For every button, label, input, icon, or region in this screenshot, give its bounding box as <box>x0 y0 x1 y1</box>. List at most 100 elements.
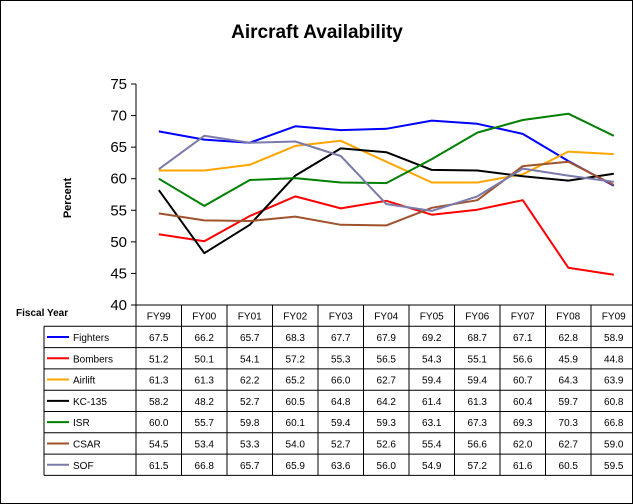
data-label: 64.3 <box>559 376 579 387</box>
data-label: 62.8 <box>559 333 579 344</box>
x-tick-label: FY03 <box>329 312 353 323</box>
legend-label: Fighters <box>73 333 109 344</box>
x-tick-label: FY00 <box>192 312 216 323</box>
data-label: 56.5 <box>377 354 397 365</box>
data-label: 65.7 <box>240 333 260 344</box>
y-tick-label: 60 <box>110 171 127 188</box>
data-label: 62.2 <box>240 376 260 387</box>
series-line-fighters <box>158 119 615 187</box>
data-label: 61.3 <box>195 376 215 387</box>
data-label: 50.1 <box>195 354 215 365</box>
x-tick-label: FY05 <box>420 312 444 323</box>
legend-label: SOF <box>73 461 94 472</box>
data-label: 48.2 <box>195 397 215 408</box>
y-axis-label: Percent <box>62 177 74 218</box>
data-label: 55.1 <box>468 354 488 365</box>
y-tick-label: 55 <box>110 202 127 219</box>
legend-label: CSAR <box>73 439 101 450</box>
data-label: 69.3 <box>513 418 533 429</box>
data-label: 62.0 <box>513 439 533 450</box>
data-label: 67.9 <box>377 333 397 344</box>
legend-label: ISR <box>73 418 90 429</box>
data-label: 56.0 <box>377 461 397 472</box>
data-label: 60.0 <box>149 418 169 429</box>
data-label: 60.5 <box>286 397 306 408</box>
data-label: 54.3 <box>422 354 442 365</box>
data-label: 59.5 <box>604 461 624 472</box>
data-label: 63.9 <box>604 376 624 387</box>
series-line-kc-135 <box>157 147 614 255</box>
x-tick-label: FY09 <box>602 312 626 323</box>
legend-label: Bombers <box>73 354 113 365</box>
data-label: 55.3 <box>331 354 351 365</box>
data-label: 69.2 <box>422 333 442 344</box>
data-table: FY99 FY00 FY01 FY02 FY03 FY04 FY05 FY06 FY07 FY08… <box>43 304 633 476</box>
data-label: 59.0 <box>604 439 624 450</box>
data-label: 60.7 <box>513 376 533 387</box>
y-tick-label: 65 <box>110 139 127 156</box>
data-label: 60.4 <box>513 397 533 408</box>
data-label: 66.2 <box>195 333 215 344</box>
data-label: 59.4 <box>422 376 442 387</box>
data-label: 60.5 <box>559 461 579 472</box>
data-label: 51.2 <box>149 354 169 365</box>
data-label: 52.7 <box>240 397 260 408</box>
data-label: 64.8 <box>331 397 351 408</box>
series-line-csar <box>158 160 615 227</box>
data-label: 45.9 <box>559 354 579 365</box>
data-label: 68.3 <box>286 333 306 344</box>
series-lines <box>157 112 615 276</box>
data-label: 66.0 <box>331 376 351 387</box>
data-label: 68.7 <box>468 333 488 344</box>
data-label: 62.7 <box>559 439 579 450</box>
x-tick-label: FY04 <box>374 312 398 323</box>
series-line-sof <box>158 134 614 212</box>
data-label: 52.6 <box>377 439 397 450</box>
data-label: 61.4 <box>422 397 442 408</box>
data-label: 64.2 <box>377 397 397 408</box>
data-label: 54.0 <box>286 439 306 450</box>
data-label: 65.9 <box>286 461 306 472</box>
data-label: 44.8 <box>604 354 624 365</box>
x-tick-label: FY07 <box>511 312 535 323</box>
data-label: 57.2 <box>468 461 488 472</box>
data-label: 60.8 <box>604 397 624 408</box>
x-tick-label: FY99 <box>147 312 171 323</box>
y-tick-label: 70 <box>110 108 127 125</box>
data-label: 59.7 <box>559 397 579 408</box>
data-label: 57.2 <box>286 354 306 365</box>
data-label: 53.4 <box>195 439 215 450</box>
x-tick-label: FY01 <box>238 312 262 323</box>
series-line-airlift <box>158 139 614 184</box>
data-label: 58.9 <box>604 333 624 344</box>
data-label: 59.4 <box>468 376 488 387</box>
data-label: 65.2 <box>286 376 306 387</box>
series-line-isr <box>158 112 615 207</box>
legend-label: Airlift <box>73 376 95 387</box>
data-label: 70.3 <box>559 418 579 429</box>
data-label: 59.8 <box>240 418 260 429</box>
chart-title: Aircraft Availability <box>231 22 403 43</box>
x-tick-label: FY06 <box>465 312 489 323</box>
data-label: 54.1 <box>240 354 260 365</box>
data-label: 60.1 <box>286 418 306 429</box>
data-label: 55.7 <box>195 418 215 429</box>
data-label: 67.7 <box>331 333 351 344</box>
data-label: 65.7 <box>240 461 260 472</box>
data-label: 55.4 <box>422 439 442 450</box>
data-label: 66.8 <box>604 418 624 429</box>
data-label: 58.2 <box>149 397 169 408</box>
data-label: 52.7 <box>331 439 351 450</box>
data-label: 54.5 <box>149 439 169 450</box>
data-label: 56.6 <box>513 354 533 365</box>
y-tick-label: 75 <box>110 76 127 93</box>
data-label: 66.8 <box>195 461 215 472</box>
y-tick-label: 40 <box>110 297 127 314</box>
data-label: 61.3 <box>468 397 488 408</box>
data-label: 59.4 <box>331 418 351 429</box>
data-label: 61.6 <box>513 461 533 472</box>
x-axis-label: Fiscal Year <box>16 308 68 319</box>
data-label: 56.6 <box>468 439 488 450</box>
